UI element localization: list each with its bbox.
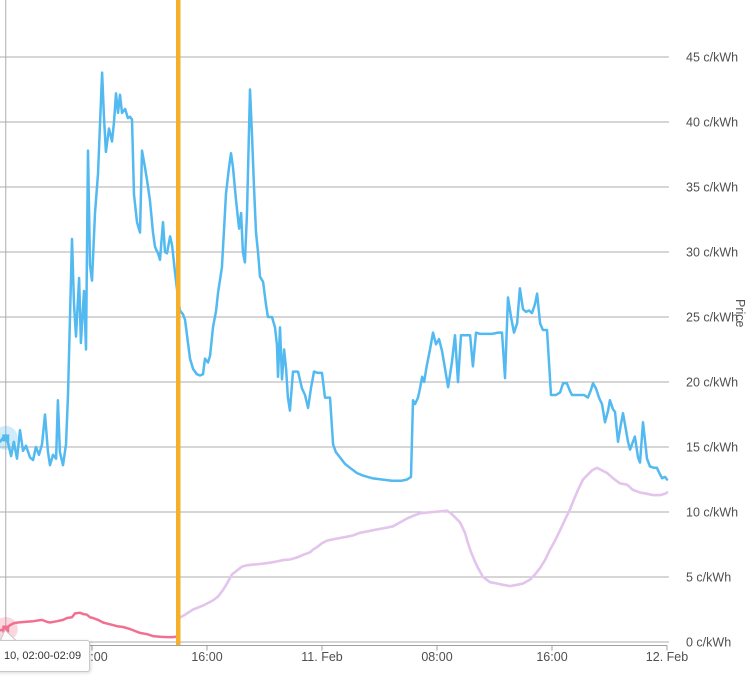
x-tick-label: 12. Feb [646, 650, 688, 664]
x-tick-label: 16:00 [191, 650, 222, 664]
lavender-line[interactable] [176, 466, 669, 620]
y-tick-label: 5 c/kWh [686, 571, 731, 585]
y-axis-title: Price [733, 299, 747, 328]
y-tick-label: 35 c/kWh [686, 181, 738, 195]
blue-line-marker[interactable] [2, 434, 10, 442]
x-tick-label: 08:00 [421, 650, 452, 664]
gridlines [0, 0, 669, 645]
x-tick-label: 16:00 [536, 650, 567, 664]
tooltip: 10, 02:00-02:09 [0, 640, 91, 672]
y-tick-label: 30 c/kWh [686, 246, 738, 260]
y-tick-label: 45 c/kWh [686, 51, 738, 65]
hover-markers[interactable] [0, 425, 19, 642]
y-tick-label: 0 c/kWh [686, 636, 731, 650]
blue-line[interactable] [0, 71, 669, 483]
y-tick-label: 25 c/kWh [686, 311, 738, 325]
series-lines[interactable] [0, 71, 669, 639]
y-tick-label: 20 c/kWh [686, 376, 738, 390]
pink-line-marker[interactable] [2, 625, 10, 633]
y-tick-label: 10 c/kWh [686, 506, 738, 520]
x-axis [0, 645, 668, 651]
y-tick-label: 40 c/kWh [686, 116, 738, 130]
y-tick-label: 15 c/kWh [686, 441, 738, 455]
tooltip-text: 10, 02:00-02:09 [4, 650, 82, 662]
axis-labels: 45 c/kWh 40 c/kWh 35 c/kWh 30 c/kWh 25 c/kWh… [76, 51, 738, 665]
pink-line[interactable] [0, 611, 180, 639]
x-tick-label: 11. Feb [301, 650, 343, 664]
